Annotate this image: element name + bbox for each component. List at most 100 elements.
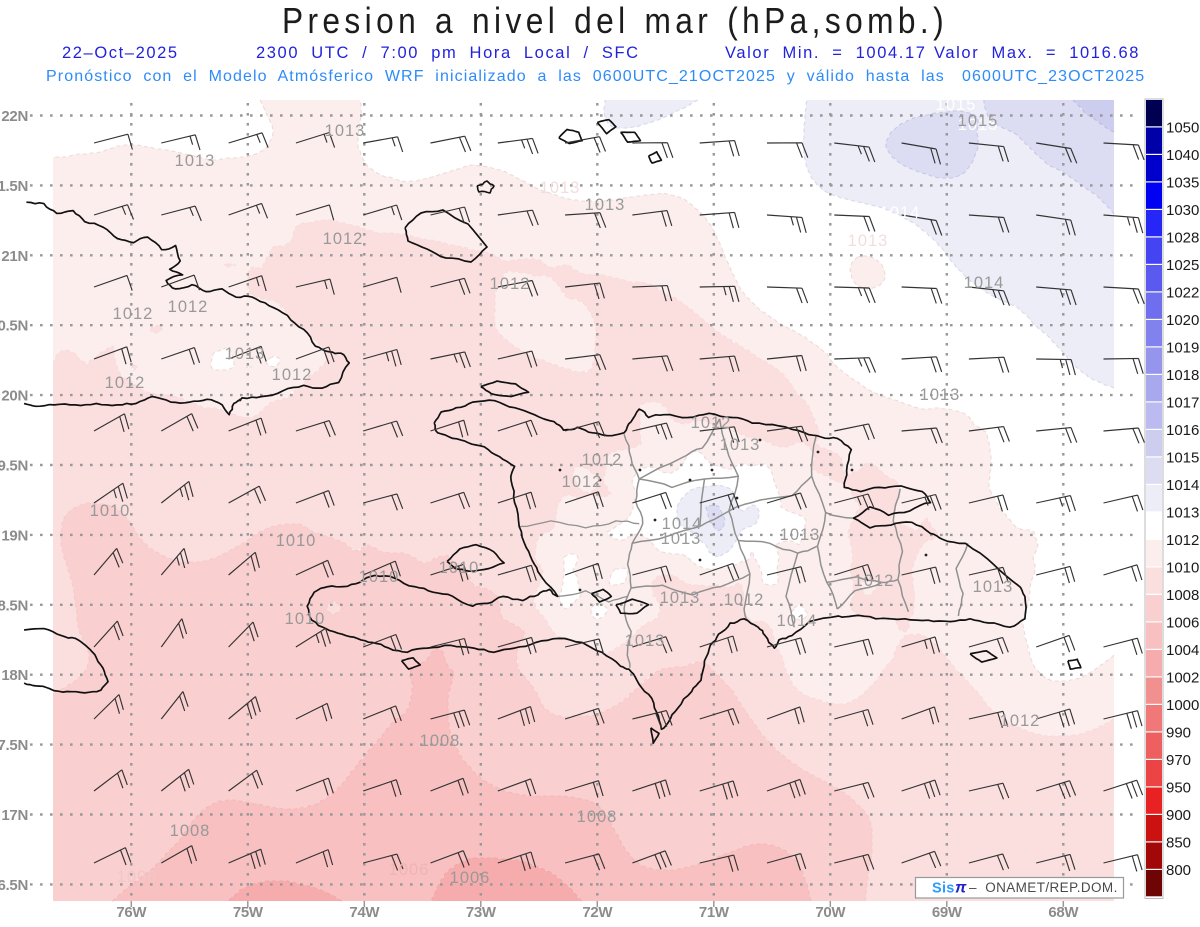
svg-text:0600UTC_23OCT2025: 0600UTC_23OCT2025 <box>962 68 1145 85</box>
svg-text:1012: 1012 <box>582 451 623 469</box>
svg-text:1008: 1008 <box>170 822 211 840</box>
svg-text:22N: 22N <box>1 108 28 125</box>
svg-text:19N: 19N <box>1 527 28 544</box>
svg-text:Pronóstico con el Modelo Atmós: Pronóstico con el Modelo Atmósferico WRF… <box>46 68 945 85</box>
svg-text:22–Oct–2025: 22–Oct–2025 <box>62 44 179 62</box>
svg-text:1010: 1010 <box>285 610 326 628</box>
svg-text:1012: 1012 <box>691 414 732 432</box>
svg-text:74W: 74W <box>349 904 380 921</box>
svg-text:1012: 1012 <box>1166 532 1199 549</box>
svg-text:1012: 1012 <box>724 591 765 609</box>
svg-text:1013: 1013 <box>625 632 666 650</box>
svg-text:1012: 1012 <box>168 298 209 316</box>
svg-text:17N: 17N <box>1 807 28 824</box>
svg-text:69W: 69W <box>932 904 963 921</box>
svg-text:1014: 1014 <box>662 515 703 533</box>
svg-text:17.5N: 17.5N <box>0 737 28 754</box>
svg-text:1013: 1013 <box>325 122 366 140</box>
svg-text:1006: 1006 <box>450 869 491 887</box>
svg-text:1006: 1006 <box>389 861 430 879</box>
svg-text:20.5N: 20.5N <box>0 318 28 335</box>
svg-text:1020: 1020 <box>1166 312 1199 329</box>
svg-text:73W: 73W <box>466 904 497 921</box>
svg-text:Valor Min. = 1004.17: Valor Min. = 1004.17 <box>725 44 927 62</box>
svg-text:18N: 18N <box>1 667 28 684</box>
svg-text:1013: 1013 <box>848 232 889 250</box>
svg-text:– ONAMET/REP.DOM.: – ONAMET/REP.DOM. <box>969 880 1118 895</box>
svg-text:2300 UTC / 7:00 pm Hora Local: 2300 UTC / 7:00 pm Hora Local / SFC <box>256 44 640 62</box>
svg-text:71W: 71W <box>699 904 730 921</box>
svg-text:1008: 1008 <box>117 868 158 886</box>
svg-text:1004: 1004 <box>1166 642 1199 659</box>
svg-text:900: 900 <box>1166 807 1191 824</box>
svg-text:1015: 1015 <box>936 96 977 114</box>
svg-text:1010: 1010 <box>359 568 400 586</box>
svg-text:1000: 1000 <box>1166 697 1199 714</box>
svg-text:Presion a nivel del mar (hPa,s: Presion a nivel del mar (hPa,somb.) <box>282 1 948 41</box>
svg-text:1022: 1022 <box>1166 285 1199 302</box>
svg-text:1012: 1012 <box>113 305 154 323</box>
svg-text:1013: 1013 <box>1166 505 1199 522</box>
svg-text:1014: 1014 <box>880 204 921 222</box>
svg-text:1008: 1008 <box>420 732 461 750</box>
svg-text:68W: 68W <box>1048 904 1079 921</box>
svg-text:19.5N: 19.5N <box>0 458 28 475</box>
svg-text:76W: 76W <box>116 904 147 921</box>
svg-text:1006: 1006 <box>1166 615 1199 632</box>
svg-text:1025: 1025 <box>1166 257 1199 274</box>
svg-text:1035: 1035 <box>1166 175 1199 192</box>
svg-text:1013: 1013 <box>175 152 216 170</box>
svg-text:1015: 1015 <box>1166 450 1199 467</box>
svg-text:1013: 1013 <box>225 345 266 363</box>
svg-text:1013: 1013 <box>920 386 961 404</box>
svg-text:1013: 1013 <box>661 530 702 548</box>
svg-text:1015: 1015 <box>958 116 999 134</box>
svg-text:800: 800 <box>1166 862 1191 879</box>
svg-text:1028: 1028 <box>1166 230 1199 247</box>
svg-text:1017: 1017 <box>1166 395 1199 412</box>
svg-text:1013: 1013 <box>973 578 1014 596</box>
svg-text:1014: 1014 <box>1166 477 1199 494</box>
svg-text:1012: 1012 <box>490 275 531 293</box>
svg-text:1019: 1019 <box>1166 340 1199 357</box>
svg-text:1014: 1014 <box>777 612 818 630</box>
svg-text:1010: 1010 <box>90 502 131 520</box>
svg-text:Sis: Sis <box>932 881 955 897</box>
svg-text:850: 850 <box>1166 835 1191 852</box>
svg-text:72W: 72W <box>582 904 613 921</box>
svg-text:π: π <box>955 880 967 897</box>
svg-text:1040: 1040 <box>1166 147 1199 164</box>
svg-text:1012: 1012 <box>105 374 146 392</box>
svg-text:20N: 20N <box>1 388 28 405</box>
svg-text:1050: 1050 <box>1166 120 1199 137</box>
svg-text:1010: 1010 <box>276 532 317 550</box>
svg-text:1013: 1013 <box>585 196 626 214</box>
svg-text:1018: 1018 <box>1166 367 1199 384</box>
svg-text:18.5N: 18.5N <box>0 597 28 614</box>
svg-text:21.5N: 21.5N <box>0 178 28 195</box>
svg-text:Valor Max. = 1016.68: Valor Max. = 1016.68 <box>934 44 1140 62</box>
svg-text:1013: 1013 <box>720 436 761 454</box>
svg-text:1016: 1016 <box>1166 422 1199 439</box>
svg-text:1010: 1010 <box>1166 560 1199 577</box>
svg-text:1013: 1013 <box>540 179 581 197</box>
svg-text:1013: 1013 <box>660 589 701 607</box>
svg-text:75W: 75W <box>233 904 264 921</box>
svg-text:1010: 1010 <box>439 559 480 577</box>
svg-text:1012: 1012 <box>1000 712 1041 730</box>
svg-text:950: 950 <box>1166 780 1191 797</box>
svg-text:1002: 1002 <box>1166 670 1199 687</box>
svg-text:16.5N: 16.5N <box>0 877 28 894</box>
svg-text:1014: 1014 <box>964 274 1005 292</box>
svg-text:970: 970 <box>1166 752 1191 769</box>
svg-text:1008: 1008 <box>577 808 618 826</box>
svg-text:1012: 1012 <box>323 230 364 248</box>
svg-text:1012: 1012 <box>854 572 895 590</box>
svg-text:990: 990 <box>1166 725 1191 742</box>
svg-text:70W: 70W <box>815 904 846 921</box>
svg-text:21N: 21N <box>1 248 28 265</box>
svg-text:1008: 1008 <box>1166 587 1199 604</box>
svg-text:1013: 1013 <box>780 526 821 544</box>
svg-text:1030: 1030 <box>1166 202 1199 219</box>
svg-text:1015: 1015 <box>958 112 999 130</box>
